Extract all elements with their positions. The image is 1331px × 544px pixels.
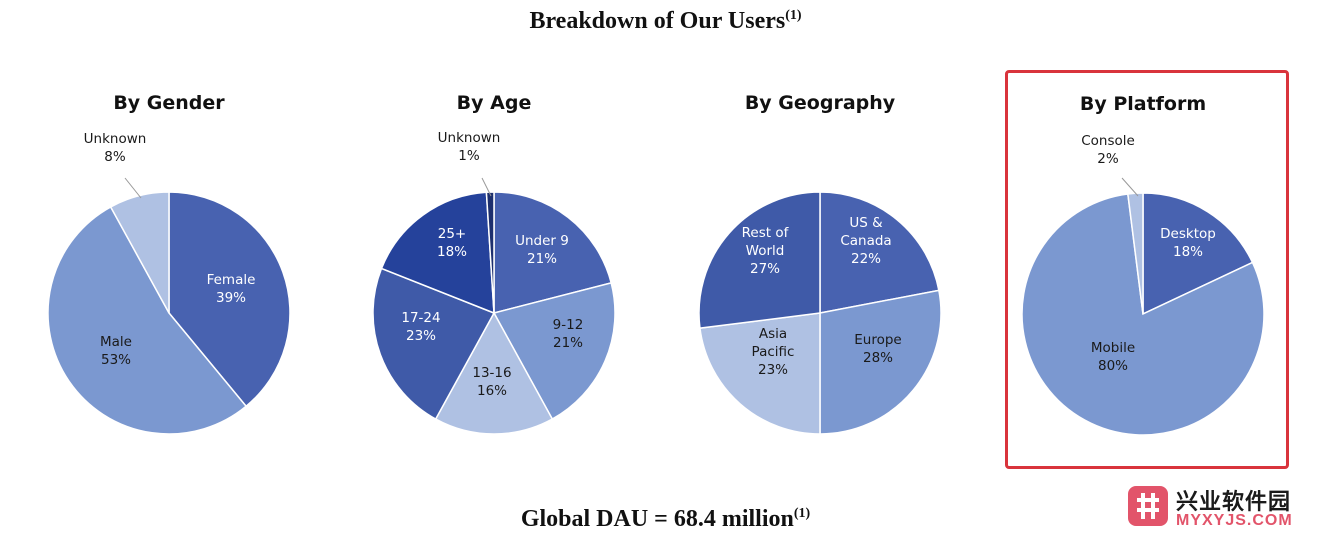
watermark: 兴业软件园 MYXYJS.COM xyxy=(1128,484,1323,532)
pie-slice-by-age-17-24 xyxy=(372,267,496,421)
data-label-name: Unknown xyxy=(438,130,501,146)
data-label-value: 1% xyxy=(458,148,480,164)
pie-slice-by-geography-asia-pacific xyxy=(699,312,821,435)
data-label-by-geography-rest-of-world: Rest of World 27% xyxy=(742,225,790,277)
pie-chart-by-platform: By Platform Desktop 18% Mobile 80% Console 2% xyxy=(1021,93,1265,436)
pie-slice-by-age-25 xyxy=(380,191,495,315)
watermark-cn-text: 兴业软件园 xyxy=(1176,489,1292,514)
data-label-value: 53% xyxy=(101,352,131,368)
page-title: Breakdown of Our Users(1) xyxy=(0,8,1331,35)
data-label-name: Unknown xyxy=(84,131,147,147)
data-label-by-age-9-12: 9-12 21% xyxy=(553,317,584,351)
data-label-by-age-13-16: 13-16 16% xyxy=(472,365,511,399)
data-label-name: 9-12 xyxy=(553,317,584,333)
data-label-by-geography-us-canada: US & Canada 22% xyxy=(840,215,891,267)
page-title-footnote: (1) xyxy=(785,8,802,23)
data-label-by-geography-asia-pacific: Asia Pacific 23% xyxy=(752,326,795,378)
chart-title-by-age: By Age xyxy=(457,92,532,114)
pie-slice-by-age-9-12 xyxy=(492,281,616,421)
data-label-by-gender-female: Female 39% xyxy=(207,272,256,306)
data-label-value: 22% xyxy=(851,251,881,267)
data-label-name: Desktop xyxy=(1160,226,1216,242)
pie-slice-by-geography-europe xyxy=(819,289,942,435)
data-label-name: Europe xyxy=(854,332,901,348)
pie-slice-by-age-13-16 xyxy=(434,311,554,435)
data-label-by-gender-male: Male 53% xyxy=(100,334,132,368)
data-label-by-gender-unknown: Unknown 8% xyxy=(84,131,147,165)
data-label-by-age-unknown: Unknown 1% xyxy=(438,130,501,164)
data-label-value: 18% xyxy=(437,244,467,260)
data-label-name: 13-16 xyxy=(472,365,511,381)
data-label-value: 27% xyxy=(750,261,780,277)
leader-line-by-platform-console xyxy=(1121,177,1139,197)
chart-title-by-platform: By Platform xyxy=(1080,93,1206,115)
data-label-name: 25+ xyxy=(438,226,467,242)
pie-slice-by-geography-us-canada xyxy=(819,191,940,314)
data-label-value: 23% xyxy=(406,328,436,344)
data-label-name: Mobile xyxy=(1091,340,1135,356)
global-dau-text: Global DAU = 68.4 million xyxy=(520,506,794,532)
pie-slice-by-platform-desktop xyxy=(1142,192,1254,316)
watermark-logo-icon xyxy=(1128,486,1168,526)
pie-slice-by-platform-mobile xyxy=(1021,193,1265,436)
data-label-name: Female xyxy=(207,272,256,288)
data-label-by-age-25: 25+ 18% xyxy=(437,226,467,260)
data-label-value: 8% xyxy=(104,149,126,165)
pie-slice-by-geography-rest-of-world xyxy=(698,191,821,330)
data-label-name: Console xyxy=(1081,133,1135,149)
data-label-value: 21% xyxy=(527,251,557,267)
data-label-value: 18% xyxy=(1173,244,1203,260)
data-label-by-age-under-9: Under 9 21% xyxy=(515,233,569,267)
leader-line-by-age-unknown xyxy=(481,177,492,197)
data-label-name: World xyxy=(746,243,785,259)
data-label-value: 2% xyxy=(1097,151,1119,167)
pie-chart-by-age: By Age Under 9 21% 9-12 21% 13-16 16% 17-24 23% 2… xyxy=(372,92,616,435)
data-label-value: 16% xyxy=(477,383,507,399)
data-label-name: Under 9 xyxy=(515,233,569,249)
data-label-name: Pacific xyxy=(752,344,795,360)
data-label-value: 28% xyxy=(863,350,893,366)
data-label-value: 23% xyxy=(758,362,788,378)
data-label-by-platform-console: Console 2% xyxy=(1081,133,1135,167)
data-label-by-platform-mobile: Mobile 80% xyxy=(1091,340,1135,374)
data-label-value: 80% xyxy=(1098,358,1128,374)
data-label-by-age-17-24: 17-24 23% xyxy=(401,310,440,344)
watermark-en-text: MYXYJS.COM xyxy=(1176,512,1293,529)
global-dau-footer: Global DAU = 68.4 million(1) xyxy=(0,506,1331,533)
global-dau-footnote: (1) xyxy=(793,506,811,521)
platform-highlight-box xyxy=(1005,70,1289,469)
data-label-name: Rest of xyxy=(742,225,790,241)
pie-chart-by-geography: By Geography US & Canada 22% Europe 28% Asia Pa… xyxy=(698,92,942,435)
data-label-name: Male xyxy=(100,334,132,350)
data-label-name: 17-24 xyxy=(401,310,440,326)
data-label-name: Asia xyxy=(759,326,787,342)
pie-slice-by-gender-female xyxy=(168,191,291,408)
page-title-text: Breakdown of Our Users xyxy=(529,8,786,34)
data-label-by-geography-europe: Europe 28% xyxy=(854,332,901,366)
pie-chart-by-gender: By Gender Female 39% Male 53% Unknown 8% xyxy=(47,92,291,435)
pie-slice-by-age-under-9 xyxy=(493,191,613,314)
pie-slice-by-gender-male xyxy=(47,205,248,435)
data-label-by-platform-desktop: Desktop 18% xyxy=(1160,226,1216,260)
chart-title-by-geography: By Geography xyxy=(745,92,896,114)
data-label-value: 21% xyxy=(553,335,583,351)
pie-slice-by-age-unknown xyxy=(485,191,495,314)
leader-line-by-gender-unknown xyxy=(124,177,142,199)
data-label-name: US & xyxy=(849,215,883,231)
chart-title-by-gender: By Gender xyxy=(113,92,225,114)
data-label-name: Canada xyxy=(840,233,891,249)
data-label-value: 39% xyxy=(216,290,246,306)
